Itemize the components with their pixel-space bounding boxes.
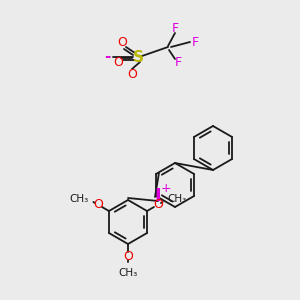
- Text: S: S: [133, 50, 143, 64]
- Text: F: F: [191, 35, 199, 49]
- Text: CH₃: CH₃: [118, 268, 138, 278]
- Text: I: I: [155, 187, 161, 205]
- Text: F: F: [171, 22, 178, 34]
- Text: O: O: [153, 198, 163, 211]
- Text: O: O: [117, 37, 127, 50]
- Text: CH₃: CH₃: [168, 194, 187, 204]
- Text: O: O: [113, 56, 123, 70]
- Text: O: O: [93, 198, 103, 211]
- Text: +: +: [161, 182, 171, 194]
- Text: CH₃: CH₃: [69, 194, 88, 204]
- Text: F: F: [174, 56, 182, 68]
- Text: -: -: [104, 50, 110, 64]
- Text: O: O: [123, 250, 133, 263]
- Text: O: O: [127, 68, 137, 80]
